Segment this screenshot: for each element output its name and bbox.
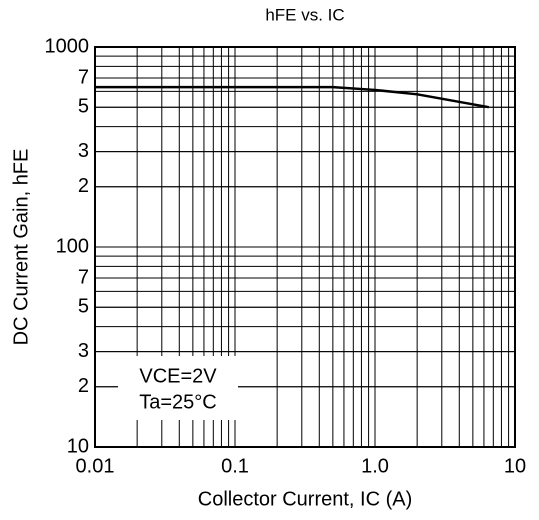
y-axis-label: DC Current Gain, hFE	[10, 149, 32, 346]
y-tick-label: 10	[67, 435, 89, 457]
y-tick-label: 3	[78, 340, 89, 362]
annotation-box	[118, 356, 238, 420]
x-tick-label: 0.1	[221, 455, 249, 477]
y-tick-label: 2	[78, 175, 89, 197]
y-tick-label: 5	[78, 95, 89, 117]
x-axis-label: Collector Current, IC (A)	[198, 488, 413, 510]
y-tick-label: 7	[78, 266, 89, 288]
x-tick-label: 10	[504, 455, 526, 477]
y-tick-label: 2	[78, 375, 89, 397]
data-line	[95, 85, 490, 109]
x-tick-label: 1.0	[361, 455, 389, 477]
y-tick-label: 5	[78, 295, 89, 317]
y-tick-label: 1000	[45, 35, 90, 57]
annotation: Ta=25°C	[139, 391, 217, 413]
y-tick-label: 7	[78, 66, 89, 88]
annotation: VCE=2V	[139, 365, 217, 387]
y-tick-label: 3	[78, 140, 89, 162]
chart-title: hFE vs. IC	[265, 5, 344, 24]
x-tick-label: 0.01	[76, 455, 115, 477]
y-tick-label: 100	[56, 235, 89, 257]
plot-frame	[94, 46, 516, 448]
